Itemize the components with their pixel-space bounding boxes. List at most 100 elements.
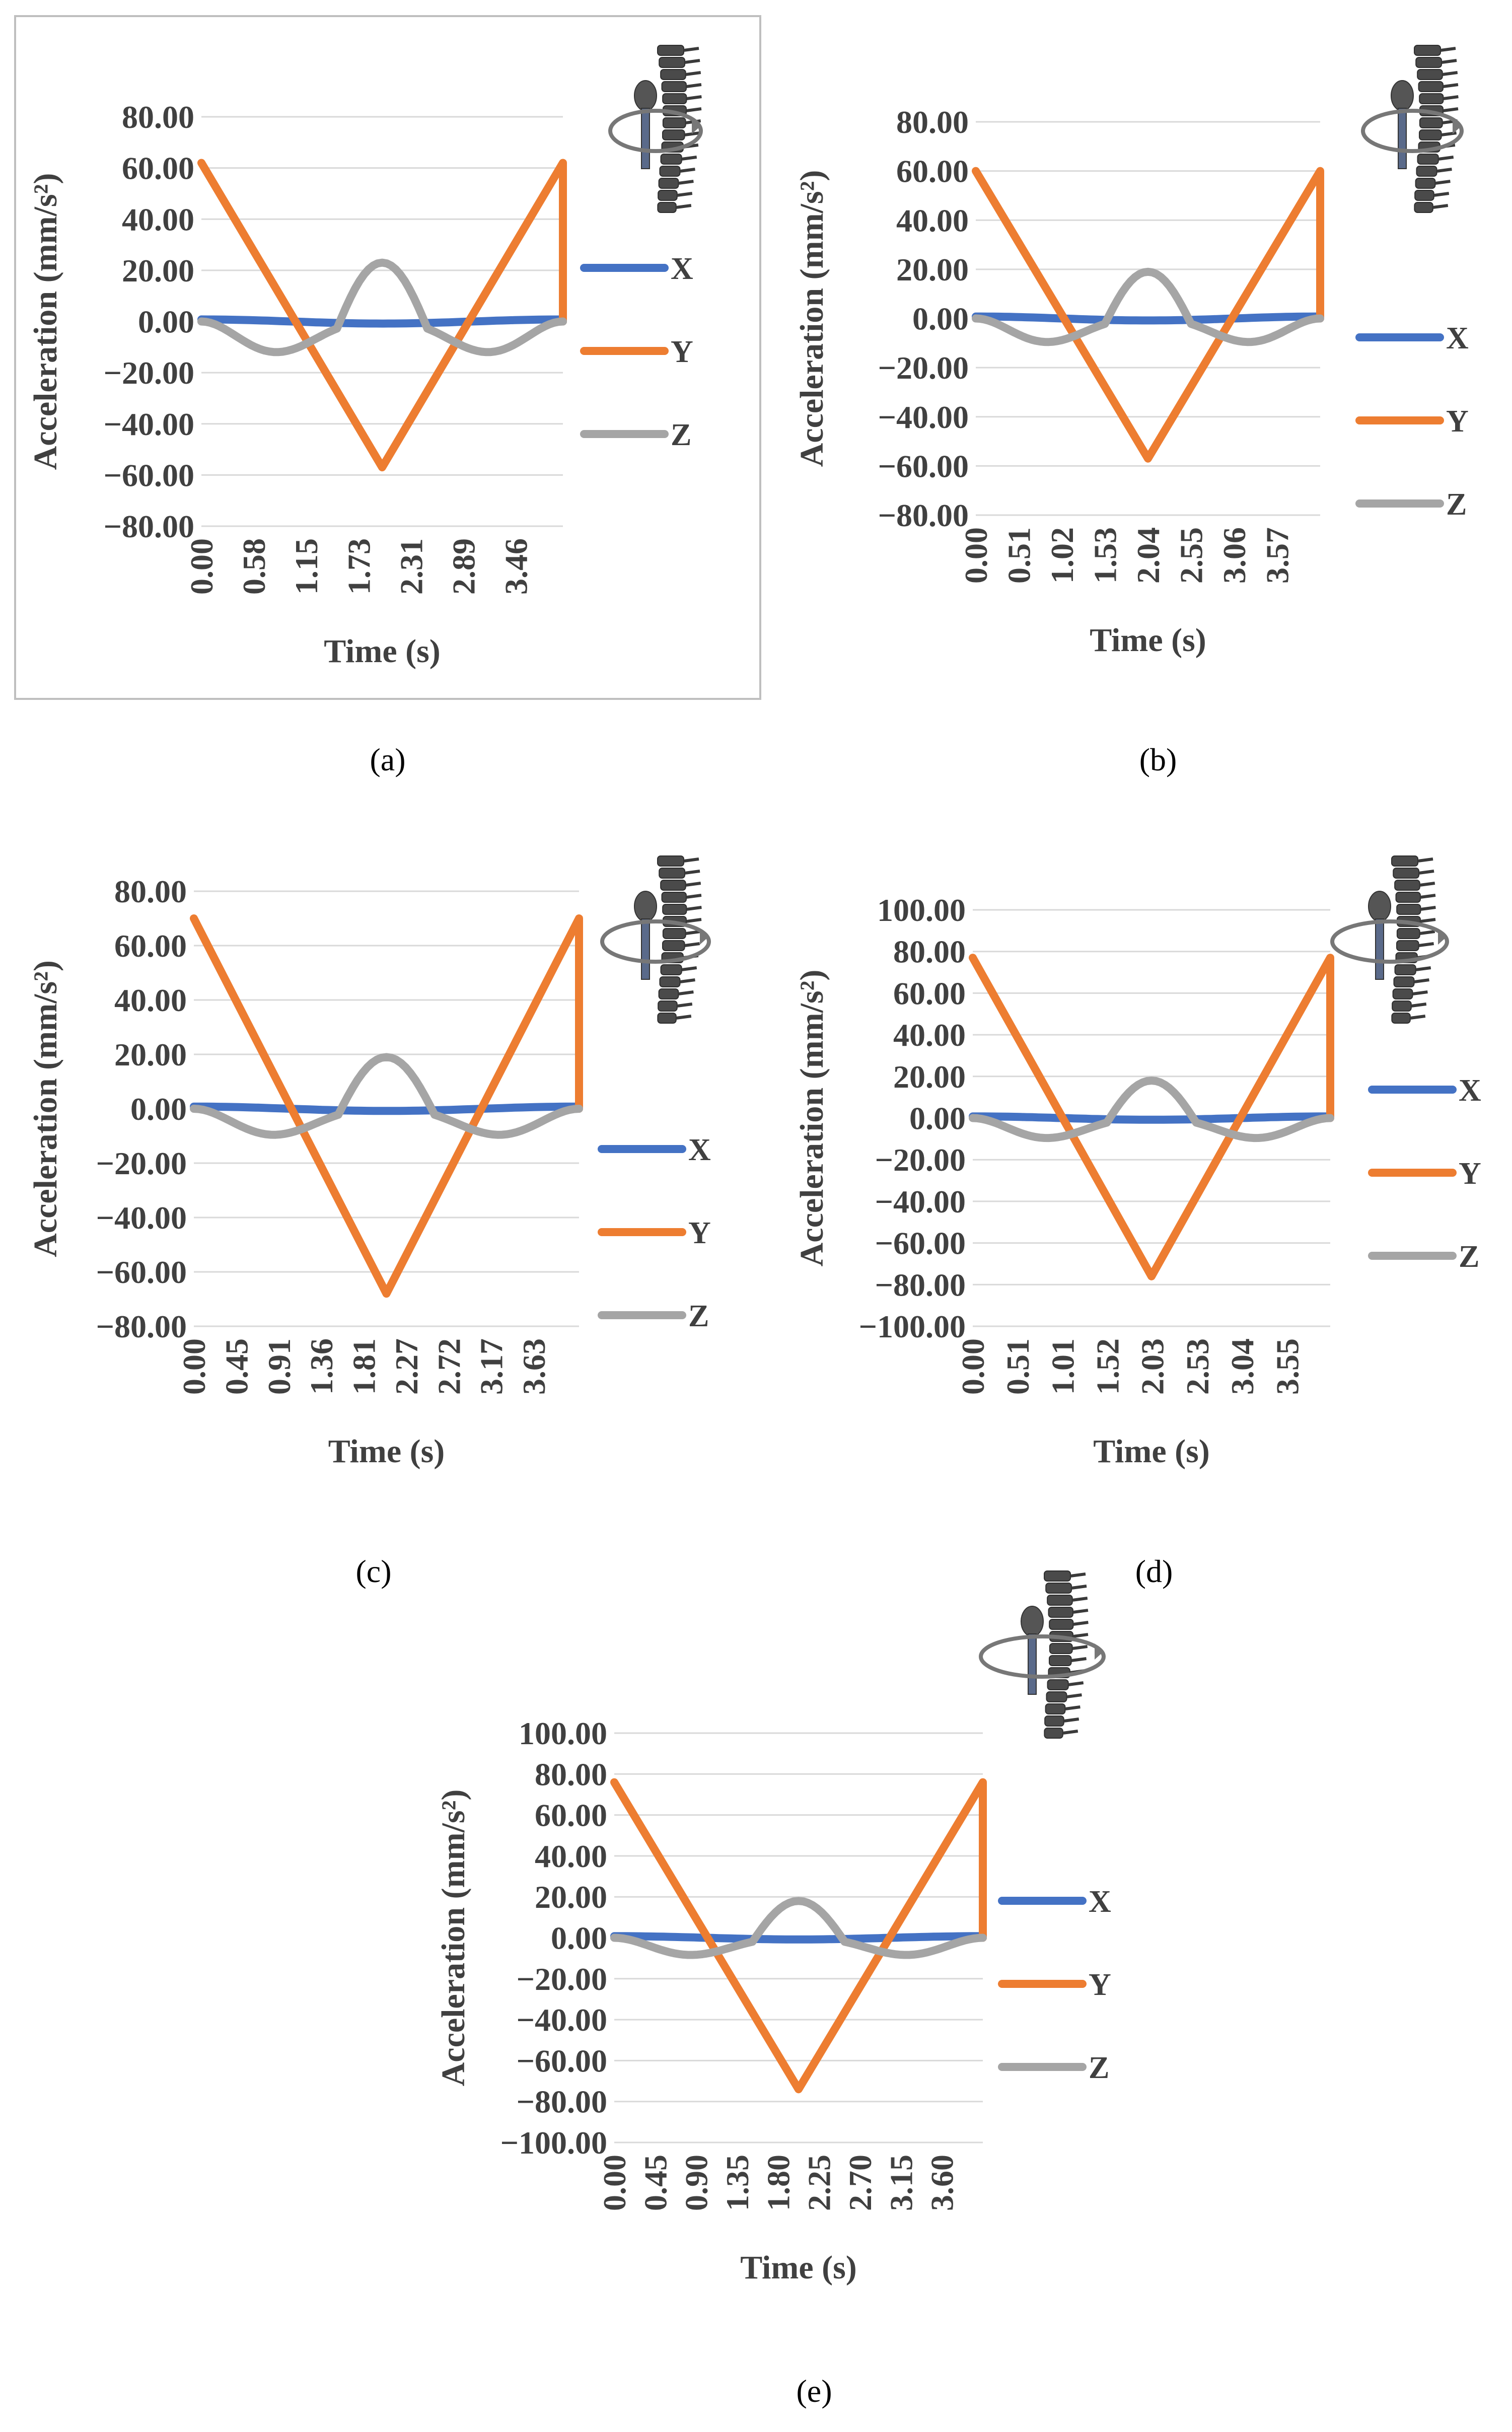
y-tick-label: −60.00 xyxy=(875,1226,966,1261)
vertebra-shape xyxy=(1394,964,1416,975)
series-line-z xyxy=(969,1077,1334,1142)
y-tick-label: 0.00 xyxy=(909,1101,966,1136)
vertebra-process xyxy=(1071,1585,1087,1590)
vertebra-shape xyxy=(1419,117,1443,128)
vertebra-shape xyxy=(1419,93,1444,104)
vertebra-process xyxy=(1442,71,1458,76)
vertebra-shape xyxy=(1393,868,1420,879)
vertebra-shape xyxy=(660,69,686,80)
x-tick-label: 0.00 xyxy=(955,1338,991,1395)
x-tick-label: 3.57 xyxy=(1260,527,1295,584)
vertebra-process xyxy=(1432,204,1449,209)
vertebra-shape xyxy=(659,976,681,987)
vertebra-process xyxy=(1072,1597,1088,1602)
vertebra-process xyxy=(1418,942,1434,947)
vertebra-process xyxy=(685,930,701,935)
legend-label-y: Y xyxy=(671,335,693,369)
vertebra-process xyxy=(1433,192,1450,197)
x-tick-label: 1.15 xyxy=(289,538,324,595)
vertebra-shape xyxy=(662,117,686,128)
implant-head xyxy=(1391,80,1414,111)
y-tick-label: 80.00 xyxy=(893,934,966,970)
rotation-arrow-head xyxy=(1453,118,1462,134)
x-tick-label: 0.90 xyxy=(679,2155,714,2211)
vertebra-process xyxy=(678,990,694,995)
x-axis-title: Time (s) xyxy=(740,2249,857,2286)
series-line-y xyxy=(190,914,583,1298)
x-tick-label: 0.45 xyxy=(637,2155,673,2211)
y-tick-label: 60.00 xyxy=(893,975,966,1011)
vertebra-shape xyxy=(1048,1655,1072,1666)
vertebra-process xyxy=(1062,1730,1078,1735)
x-tick-label: 2.53 xyxy=(1180,1338,1215,1395)
y-tick-label: −40.00 xyxy=(96,1200,187,1236)
vertebra-shape xyxy=(1418,81,1444,92)
y-tick-label: −60.00 xyxy=(96,1254,187,1290)
x-tick-label: 2.03 xyxy=(1135,1338,1171,1395)
vertebra-process xyxy=(1412,990,1428,995)
series-line-x xyxy=(197,315,567,328)
vertebra-process xyxy=(1064,1705,1081,1710)
vertebra-shape xyxy=(1045,1583,1072,1594)
y-tick-label: 40.00 xyxy=(122,201,194,237)
y-tick-label: 60.00 xyxy=(535,1798,607,1833)
vertebra-shape xyxy=(662,928,686,939)
vertebra-process xyxy=(677,1003,693,1008)
y-tick-label: 40.00 xyxy=(535,1838,607,1874)
vertebra-process xyxy=(1072,1645,1088,1650)
y-tick-label: 0.00 xyxy=(138,304,194,340)
y-tick-label: 80.00 xyxy=(114,874,187,909)
legend-label-z: Z xyxy=(1459,1240,1479,1274)
vertebra-process xyxy=(686,894,702,899)
vertebra-process xyxy=(686,83,702,88)
vertebra-shape xyxy=(1047,1679,1069,1690)
y-tick-label: −20.00 xyxy=(878,350,969,386)
spine-implant-illustration xyxy=(1361,45,1464,213)
panel-caption: (e) xyxy=(796,2373,832,2409)
vertebra-shape xyxy=(1044,1728,1063,1739)
vertebra-process xyxy=(1420,906,1436,911)
x-tick-label: 2.31 xyxy=(393,538,429,595)
x-tick-label: 2.55 xyxy=(1174,527,1209,584)
legend-label-z: Z xyxy=(671,418,691,452)
vertebra-process xyxy=(680,978,695,983)
y-tick-label: −80.00 xyxy=(875,1267,966,1303)
x-tick-label: 3.15 xyxy=(883,2155,919,2211)
y-tick-label: −60.00 xyxy=(104,457,194,493)
vertebra-process xyxy=(1420,894,1436,899)
x-tick-label: 2.27 xyxy=(389,1338,424,1395)
y-tick-label: 40.00 xyxy=(896,202,969,238)
x-axis-title: Time (s) xyxy=(324,633,441,670)
vertebra-process xyxy=(1072,1609,1089,1614)
y-axis-title: Acceleration (mm/s²) xyxy=(27,960,64,1257)
y-axis-title: Acceleration (mm/s²) xyxy=(794,970,830,1267)
vertebra-shape xyxy=(1048,1607,1073,1618)
x-tick-label: 1.52 xyxy=(1090,1338,1126,1395)
x-tick-label: 1.35 xyxy=(719,2155,755,2211)
legend-label-x: X xyxy=(1446,321,1469,355)
vertebra-shape xyxy=(1417,69,1443,80)
x-tick-label: 0.58 xyxy=(236,538,272,595)
y-tick-label: 100.00 xyxy=(519,1715,607,1751)
series-line-x xyxy=(190,1102,583,1115)
vertebra-shape xyxy=(661,81,687,92)
vertebra-shape xyxy=(1044,1715,1064,1727)
vertebra-process xyxy=(1441,131,1457,136)
vertebra-process xyxy=(1418,870,1434,875)
series-line-y xyxy=(610,1778,987,2094)
vertebra-process xyxy=(1443,83,1459,88)
x-tick-label: 0.45 xyxy=(219,1338,254,1395)
series-line-z xyxy=(972,267,1324,346)
spine-implant-illustration xyxy=(600,855,711,1024)
series-line-z xyxy=(190,1053,583,1139)
vertebra-process xyxy=(676,204,692,209)
y-tick-label: 60.00 xyxy=(122,151,194,186)
legend-label-y: Y xyxy=(1446,404,1469,439)
vertebra-process xyxy=(1417,857,1433,863)
x-tick-label: 2.04 xyxy=(1130,527,1166,584)
legend-label-x: X xyxy=(688,1133,711,1167)
vertebra-shape xyxy=(657,202,677,213)
vertebra-shape xyxy=(1393,976,1415,987)
implant-head xyxy=(634,80,657,111)
